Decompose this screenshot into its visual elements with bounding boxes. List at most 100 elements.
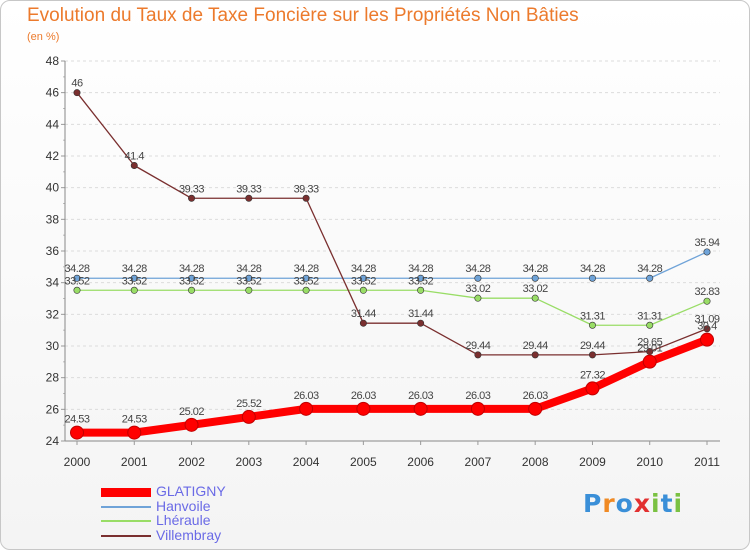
series-line-lhéraule (76, 289, 708, 326)
data-point (474, 294, 482, 302)
data-point (474, 274, 482, 282)
data-label: 34.28 (523, 263, 548, 275)
data-label: 24.53 (64, 414, 89, 426)
data-label: 34.28 (236, 263, 261, 275)
data-label: 34.28 (580, 263, 605, 275)
data-label: 31.09 (694, 314, 719, 326)
x-tick-label: 2005 (350, 455, 377, 469)
x-tick-label: 2009 (579, 455, 606, 469)
legend-item: Villembray (101, 527, 401, 544)
data-label: 33.02 (465, 283, 490, 295)
data-point (299, 401, 314, 416)
data-label: 30.4 (697, 321, 717, 333)
legend-label: Lhéraule (156, 512, 211, 528)
data-point (188, 286, 196, 294)
data-label: 29.44 (580, 340, 605, 352)
x-tick-label: 2002 (178, 455, 205, 469)
data-point (413, 401, 428, 416)
logo-letter: x (633, 489, 651, 518)
data-label: 33.52 (294, 275, 319, 287)
data-point (188, 194, 196, 202)
data-label: 34.28 (351, 263, 376, 275)
data-point (73, 89, 81, 97)
logo-letter: P (583, 489, 603, 518)
data-point (245, 274, 253, 282)
series-line-villembray (76, 92, 708, 356)
data-point (302, 286, 310, 294)
data-label: 33.52 (236, 275, 261, 287)
data-point (245, 286, 253, 294)
y-tick-label: 28 (46, 371, 60, 385)
chart-title: Evolution du Taux de Taxe Foncière sur l… (27, 5, 579, 26)
y-tick-label: 30 (46, 339, 60, 353)
data-label: 31.31 (637, 310, 662, 322)
data-point (474, 351, 482, 359)
legend-label: Hanvoile (156, 497, 211, 514)
data-point (642, 354, 657, 369)
data-point (588, 274, 596, 282)
data-point (700, 332, 714, 347)
y-tick-label: 24 (46, 434, 60, 448)
legend-item: Lhéraule (101, 512, 401, 529)
data-point (130, 274, 138, 282)
x-tick-label: 2010 (636, 455, 663, 469)
data-label: 34.28 (637, 263, 662, 275)
data-label: 31.44 (408, 308, 433, 320)
data-label: 33.52 (122, 275, 147, 287)
data-point (531, 274, 539, 282)
data-point (302, 274, 310, 282)
x-tick-label: 2008 (522, 455, 549, 469)
data-point (703, 325, 711, 333)
x-tick-label: 2007 (465, 455, 492, 469)
y-tick-label: 34 (46, 276, 60, 290)
data-label: 39.33 (179, 183, 204, 195)
data-point (585, 381, 600, 396)
data-point (245, 194, 253, 202)
data-label: 26.03 (465, 390, 490, 402)
data-label: 34.28 (408, 263, 433, 275)
data-point (470, 401, 485, 416)
legend-swatch (101, 520, 151, 522)
data-label: 29.44 (523, 340, 548, 352)
logo-letter: i (673, 489, 684, 518)
x-tick-label: 2011 (694, 455, 720, 469)
proxiti-logo: Proxiti (583, 489, 683, 518)
data-label: 33.52 (351, 275, 376, 287)
data-point (359, 286, 367, 294)
data-label: 32.83 (694, 286, 719, 298)
data-point (302, 194, 310, 202)
data-point (73, 274, 81, 282)
data-label: 33.52 (179, 275, 204, 287)
y-tick-label: 38 (46, 212, 60, 226)
y-axis-unit: (en %) (27, 31, 60, 43)
data-point (188, 274, 196, 282)
x-tick-label: 2000 (64, 455, 91, 469)
data-point (646, 274, 654, 282)
data-point (359, 274, 367, 282)
data-label: 29.01 (637, 343, 662, 355)
y-tick-label: 44 (46, 117, 60, 131)
y-tick-label: 42 (46, 149, 60, 163)
data-label: 34.28 (64, 263, 89, 275)
data-label: 34.28 (122, 263, 147, 275)
logo-letter: i (651, 489, 661, 518)
data-point (417, 319, 425, 327)
legend-swatch (101, 505, 151, 508)
data-label: 26.03 (523, 390, 548, 402)
x-tick-label: 2001 (121, 455, 148, 469)
data-point (531, 351, 539, 359)
data-label: 35.94 (694, 237, 719, 249)
data-point (646, 321, 654, 329)
data-label: 25.02 (179, 406, 204, 418)
data-label: 34.28 (294, 263, 319, 275)
data-label: 39.33 (294, 183, 319, 195)
data-label: 33.52 (64, 275, 89, 287)
legend-item: Hanvoile (101, 497, 401, 515)
data-point (359, 319, 367, 327)
data-label: 29.65 (637, 337, 662, 349)
data-label: 31.44 (351, 308, 376, 320)
logo-letter: t (660, 489, 674, 518)
data-point (417, 286, 425, 294)
